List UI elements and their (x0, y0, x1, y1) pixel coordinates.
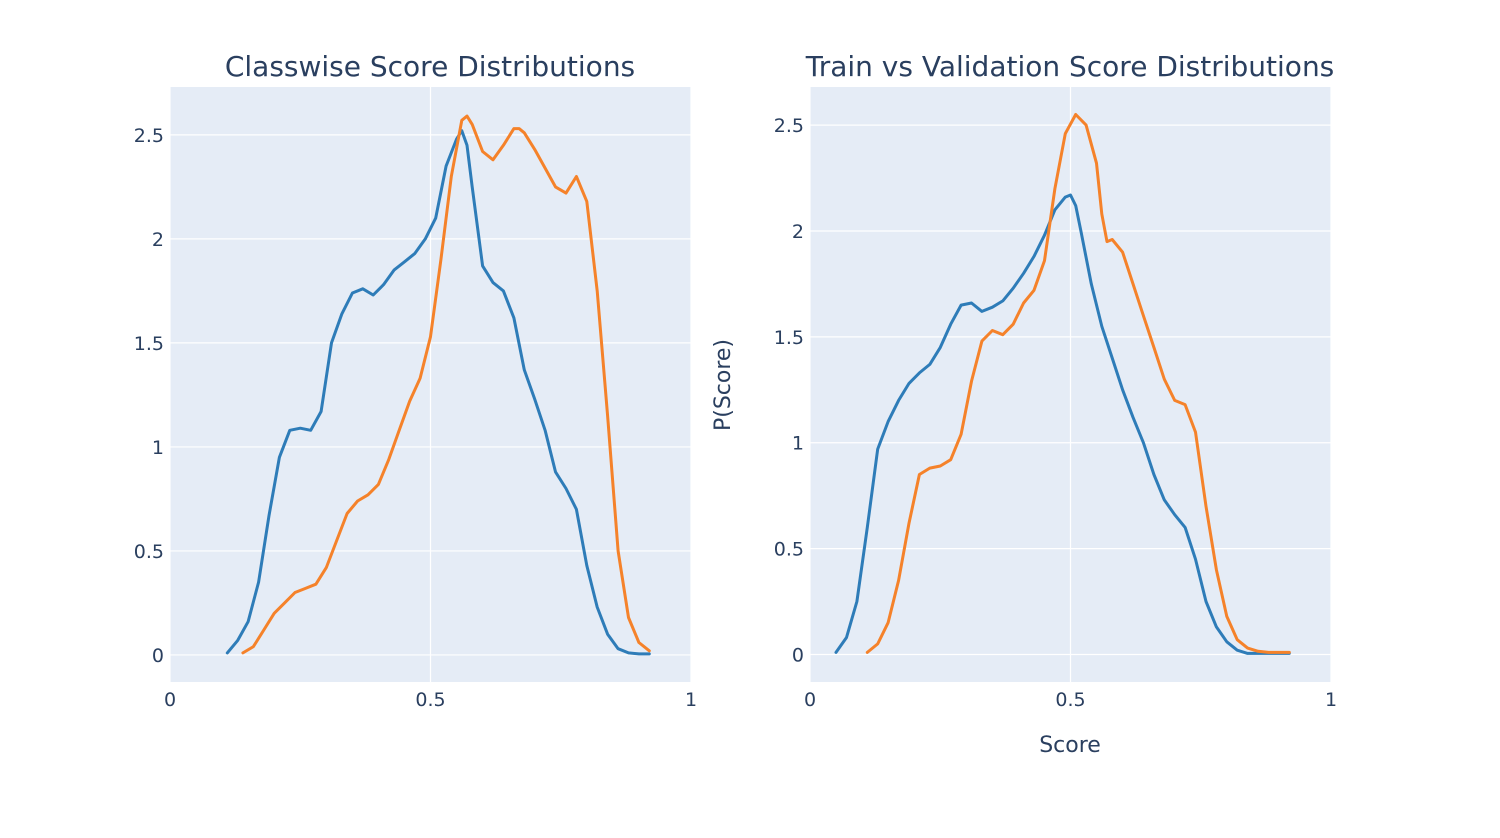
right-chart: 0 0.5 1 1.5 2 2.5 0 0.5 1 Train vs Validation Sc… (711, 50, 1337, 758)
left-y-tick-label: 1.5 (134, 333, 164, 355)
right-y-tick-label: 2.5 (774, 115, 804, 137)
left-gridlines (169, 87, 692, 682)
right-gridlines (809, 87, 1332, 682)
right-series-line-2 (865, 113, 1291, 654)
right-chart-title: Train vs Validation Score Distributions (805, 50, 1335, 83)
right-y-tick-label: 1 (792, 433, 804, 455)
right-series-group (834, 113, 1291, 655)
left-x-tick-label: 0 (164, 689, 176, 711)
right-y-tick-label: 0 (792, 644, 804, 666)
left-y-tick-label: 2.5 (134, 125, 164, 147)
right-x-axis-title: Score (1039, 733, 1101, 758)
right-y-tick-label: 2 (792, 221, 804, 243)
left-chart: 0 0.5 1 1.5 2 2.5 0 0.5 1 Classwise Score Distri… (134, 50, 697, 711)
right-x-tick-label: 1 (1325, 689, 1337, 711)
right-tick-labels: 0 0.5 1 1.5 2 2.5 0 0.5 1 (774, 115, 1337, 711)
left-series-line-1 (225, 129, 651, 656)
left-x-tick-label: 1 (685, 689, 697, 711)
left-chart-title: Classwise Score Distributions (225, 50, 635, 83)
left-x-tick-label: 0.5 (415, 689, 445, 711)
right-y-tick-label: 0.5 (774, 539, 804, 561)
right-series-line-1 (834, 193, 1291, 655)
left-y-tick-label: 2 (152, 229, 164, 251)
left-series-group (225, 114, 651, 656)
right-x-tick-label: 0.5 (1055, 689, 1085, 711)
right-y-tick-label: 1.5 (774, 327, 804, 349)
left-y-tick-label: 0.5 (134, 541, 164, 563)
right-y-axis-title: P(Score) (711, 339, 736, 431)
left-tick-labels: 0 0.5 1 1.5 2 2.5 0 0.5 1 (134, 125, 697, 711)
right-x-tick-label: 0 (804, 689, 816, 711)
left-series-line-2 (241, 114, 651, 655)
left-y-tick-label: 0 (152, 645, 164, 667)
left-y-tick-label: 1 (152, 437, 164, 459)
